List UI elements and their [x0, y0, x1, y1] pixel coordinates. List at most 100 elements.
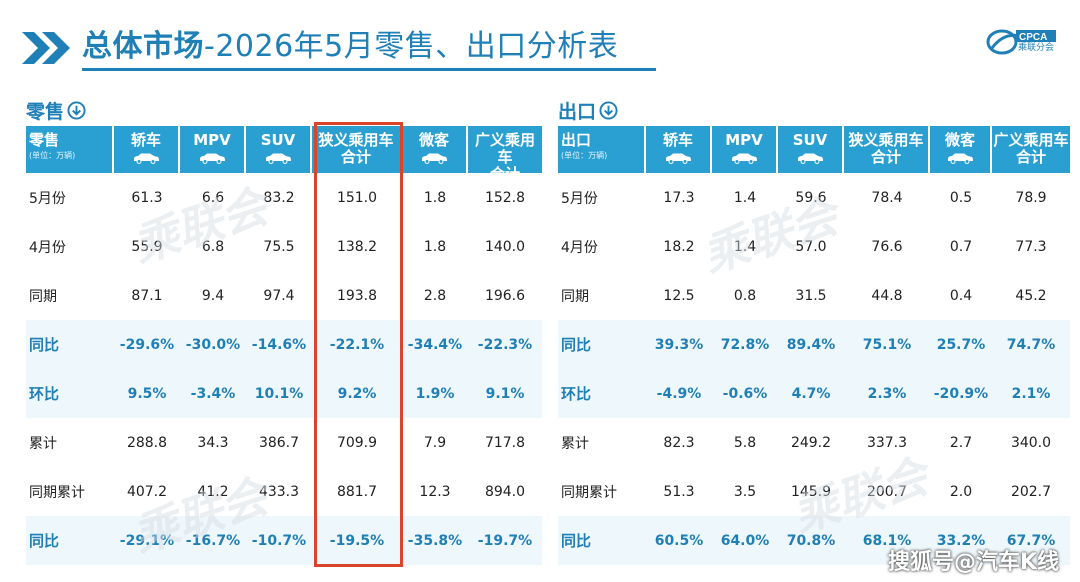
table-cell: 0.8 — [733, 287, 757, 304]
logo-text: CPCA — [1019, 32, 1047, 43]
table-cell: 39.3% — [654, 336, 704, 353]
retail-section-label: 零售 — [26, 97, 86, 123]
table-cell: 145.9 — [790, 483, 832, 500]
table-cell: -29.1% — [119, 532, 175, 549]
table-row: 同比 39.3% 72.8% 89.4% 75.1% 25.7% 74.7% — [558, 320, 1070, 369]
column-header: MPV — [180, 126, 246, 173]
row-label: 4月份 — [29, 239, 66, 256]
table-cell: 17.3 — [663, 189, 695, 206]
table-cell: 196.6 — [484, 287, 526, 304]
column-header-label: 广义乘用车 合计 — [993, 131, 1069, 166]
table-row: 5月份 61.3 6.6 83.2 151.0 1.8 152.8 — [26, 173, 542, 222]
table-cell: 82.3 — [663, 434, 695, 451]
table-cell: 59.6 — [795, 189, 827, 206]
table-cell: 5.8 — [733, 434, 757, 451]
table-cell: 138.2 — [336, 238, 378, 255]
table-row: 环比 9.5% -3.4% 10.1% 9.2% 1.9% 9.1% — [26, 369, 542, 418]
table-cell: 89.4% — [786, 336, 836, 353]
table-cell: -3.4% — [190, 385, 236, 402]
row-label: 同期 — [29, 288, 57, 305]
table-cell: 1.8 — [423, 238, 447, 255]
table-cell: 25.7% — [936, 336, 986, 353]
table-cell: 12.3 — [419, 483, 451, 500]
table-cell: 9.2% — [337, 385, 377, 402]
table-cell: 74.7% — [1006, 336, 1056, 353]
row-label: 同期累计 — [29, 484, 85, 501]
table-cell: 151.0 — [336, 189, 378, 206]
column-header: 微客 — [402, 126, 468, 173]
table-row: 4月份 55.9 6.8 75.5 138.2 1.8 140.0 — [26, 222, 542, 271]
table-cell: 407.2 — [126, 483, 168, 500]
table-cell: 9.4 — [201, 287, 225, 304]
table-cell: -14.6% — [251, 336, 307, 353]
column-header-label: 广义乘用车 合计 — [474, 131, 535, 183]
column-header-label: 轿车 — [662, 131, 693, 149]
corner-label: 出口 — [561, 131, 592, 149]
column-header: 狭义乘用车 合计 — [844, 126, 930, 173]
table-cell: 0.5 — [949, 189, 973, 206]
car-icon — [134, 153, 159, 164]
table-cell: -35.8% — [407, 532, 463, 549]
table-cell: 7.9 — [423, 434, 447, 451]
column-header-label: 狭义乘用车 合计 — [318, 131, 394, 166]
table-cell: 45.2 — [1015, 287, 1047, 304]
column-header-label: MPV — [725, 131, 763, 149]
row-label: 环比 — [561, 385, 592, 403]
title-bold: 总体市场 — [82, 29, 204, 64]
table-cell: 61.3 — [131, 189, 163, 206]
arrow-down-circle-icon — [67, 100, 86, 120]
table-cell: 2.8 — [423, 287, 447, 304]
row-label: 环比 — [29, 385, 60, 403]
row-label: 同比 — [561, 336, 592, 354]
car-icon — [422, 153, 447, 164]
table-cell: 68.1% — [862, 532, 912, 549]
row-label: 同比 — [29, 532, 60, 550]
table-cell: 78.9 — [1015, 189, 1047, 206]
page-title: 总体市场-2026年5月零售、出口分析表 — [82, 24, 618, 70]
table-cell: 2.0 — [949, 483, 973, 500]
row-label: 同期累计 — [561, 484, 617, 501]
column-header: 微客 — [930, 126, 992, 173]
retail-table: 零售 (单位：万辆) 轿车 MPV SUV 狭义乘用车 合计 微客 广义乘用车 合计 5月份 61.3… — [26, 126, 542, 567]
table-cell: -29.6% — [119, 336, 175, 353]
table-row: 环比 -4.9% -0.6% 4.7% 2.3% -20.9% 2.1% — [558, 369, 1070, 418]
table-cell: 41.2 — [197, 483, 229, 500]
table-cell: 881.7 — [336, 483, 378, 500]
column-header-label: 微客 — [418, 131, 449, 149]
table-cell: -34.4% — [407, 336, 463, 353]
table-cell: 64.0% — [720, 532, 770, 549]
logo-subtext: 乘联分会 — [1018, 43, 1055, 53]
table-cell: 6.6 — [201, 189, 225, 206]
row-label: 累计 — [561, 435, 589, 452]
table-cell: 2.1% — [1011, 385, 1051, 402]
table-cell: 1.8 — [423, 189, 447, 206]
car-icon — [798, 153, 823, 164]
corner-label: 零售 — [29, 131, 60, 149]
highlight-box — [314, 122, 403, 567]
table-cell: 76.6 — [871, 238, 903, 255]
table-cell: -19.7% — [477, 532, 533, 549]
header-corner: 出口 (单位：万辆) — [558, 126, 646, 173]
footer-watermark: 搜狐号@汽车K线 — [888, 550, 1060, 575]
table-cell: -16.7% — [185, 532, 241, 549]
table-cell: 97.4 — [263, 287, 295, 304]
table-cell: 894.0 — [484, 483, 526, 500]
table-row: 同期累计 407.2 41.2 433.3 881.7 12.3 894.0 — [26, 467, 542, 516]
row-label: 同比 — [29, 336, 60, 354]
row-label: 5月份 — [29, 190, 66, 207]
table-cell: 31.5 — [795, 287, 827, 304]
table-cell: -10.7% — [251, 532, 307, 549]
table-cell: 1.4 — [733, 238, 757, 255]
car-icon — [666, 153, 691, 164]
column-header: 轿车 — [646, 126, 712, 173]
table-cell: 386.7 — [258, 434, 300, 451]
table-cell: -19.5% — [329, 532, 385, 549]
table-row: 同期 12.5 0.8 31.5 44.8 0.4 45.2 — [558, 271, 1070, 320]
export-table: 出口 (单位：万辆) 轿车 MPV SUV 狭义乘用车 合计 微客 广义乘用车 合计 5月份 17.3… — [558, 126, 1070, 567]
row-label: 同期 — [561, 288, 589, 305]
column-header: SUV — [246, 126, 312, 173]
car-icon — [948, 153, 973, 164]
car-icon — [200, 153, 225, 164]
table-row: 4月份 18.2 1.4 57.0 76.6 0.7 77.3 — [558, 222, 1070, 271]
column-header-label: 狭义乘用车 合计 — [848, 131, 924, 166]
